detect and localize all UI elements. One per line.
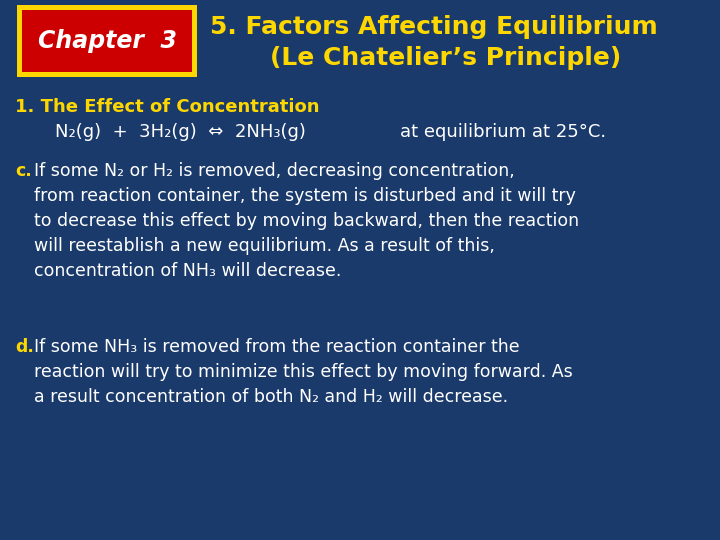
Text: N₂(g)  +  3H₂(g)  ⇔  2NH₃(g): N₂(g) + 3H₂(g) ⇔ 2NH₃(g) (55, 123, 306, 141)
Text: (Le Chatelier’s Principle): (Le Chatelier’s Principle) (270, 46, 621, 70)
Text: If some N₂ or H₂ is removed, decreasing concentration,
from reaction container, : If some N₂ or H₂ is removed, decreasing … (34, 162, 579, 280)
Text: 5. Factors Affecting Equilibrium: 5. Factors Affecting Equilibrium (210, 15, 658, 39)
FancyBboxPatch shape (22, 10, 192, 72)
Text: c.: c. (15, 162, 32, 180)
Text: If some NH₃ is removed from the reaction container the
reaction will try to mini: If some NH₃ is removed from the reaction… (34, 338, 572, 406)
Text: at equilibrium at 25°C.: at equilibrium at 25°C. (400, 123, 606, 141)
FancyBboxPatch shape (17, 5, 197, 77)
Text: 1. The Effect of Concentration: 1. The Effect of Concentration (15, 98, 320, 116)
Text: d.: d. (15, 338, 34, 356)
Text: Chapter  3: Chapter 3 (37, 29, 176, 53)
